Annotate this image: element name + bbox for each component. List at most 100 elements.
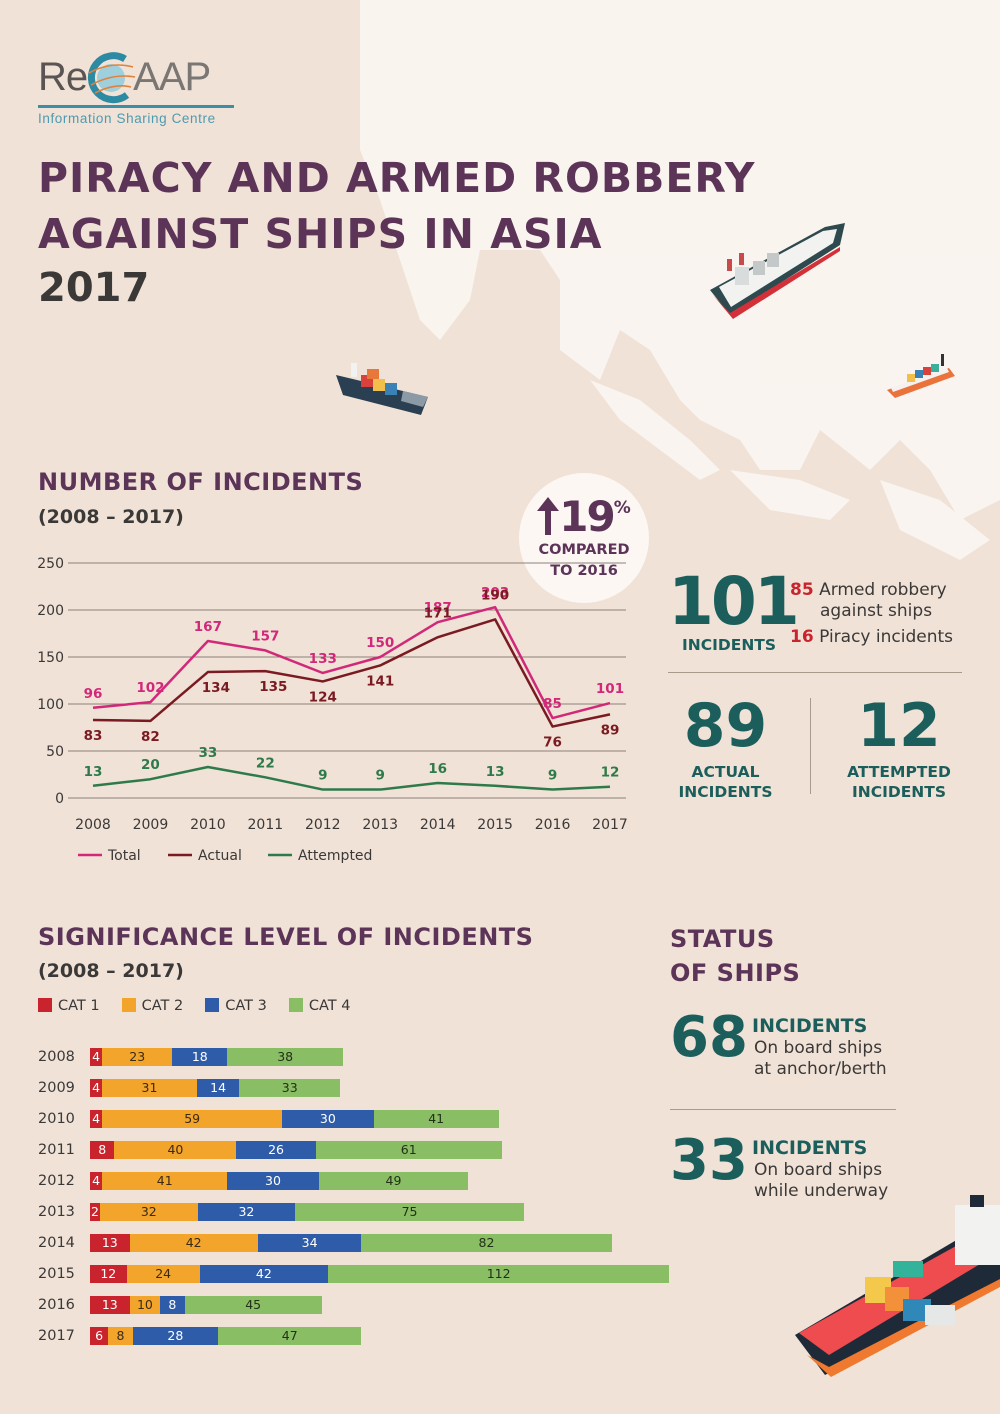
incidents-section-subtitle: (2008 – 2017) — [38, 506, 184, 528]
data-label: 9 — [376, 768, 385, 784]
bar-segment-cat-4: 47 — [218, 1327, 362, 1345]
data-label: 157 — [251, 628, 279, 644]
bar-segment-cat-4: 75 — [295, 1203, 524, 1221]
data-label: 102 — [136, 680, 164, 696]
bar-year-label: 2016 — [38, 1297, 75, 1313]
large-container-ship-icon — [795, 1195, 1000, 1377]
bar-segment-cat-4: 33 — [239, 1079, 341, 1097]
small-cargo-ship-icon — [887, 354, 955, 398]
legend-label: Attempted — [298, 848, 372, 864]
legend-label: CAT 1 — [58, 998, 100, 1014]
bar-segment-cat-1: 4 — [90, 1172, 103, 1190]
incidents-section-title: NUMBER OF INCIDENTS — [38, 468, 364, 496]
data-label: 89 — [601, 722, 620, 738]
data-label: 101 — [596, 681, 624, 697]
attempted-stat: 12 ATTEMPTED INCIDENTS — [835, 690, 963, 802]
bar-segment-cat-1: 13 — [90, 1234, 130, 1252]
bar-segment-cat-2: 41 — [102, 1172, 228, 1190]
underway-desc-1: On board ships — [754, 1160, 883, 1180]
data-label: 133 — [309, 651, 337, 667]
data-label: 203 — [481, 585, 509, 601]
title-line-2: AGAINST SHIPS IN ASIA — [38, 210, 603, 258]
data-label: 12 — [601, 765, 620, 781]
data-label: 141 — [366, 673, 394, 689]
bar-year-label: 2010 — [38, 1111, 75, 1127]
significance-section-title: SIGNIFICANCE LEVEL OF INCIDENTS — [38, 923, 534, 951]
bar-segment-cat-4: 49 — [318, 1172, 469, 1190]
logo-text-re: Re — [38, 55, 88, 99]
bar-row-2010: 2010 4 59 30 41 — [38, 1110, 499, 1128]
title-year: 2017 — [38, 265, 150, 311]
bar-segment-cat-3: 32 — [197, 1203, 296, 1221]
armed-robbery-value: 85 — [790, 580, 814, 600]
bar-segment-cat-2: 40 — [114, 1141, 237, 1159]
underway-incidents-label: INCIDENTS — [752, 1137, 868, 1159]
x-tick-label: 2015 — [477, 817, 513, 833]
underway-desc-2: while underway — [754, 1181, 889, 1201]
actual-label-1: ACTUAL — [691, 763, 760, 781]
piracy-stat: 16 Piracy incidents — [790, 627, 953, 648]
container-ship-icon — [336, 363, 428, 415]
actual-stat: 89 ACTUAL INCIDENTS — [668, 690, 783, 802]
bar-segment-cat-3: 26 — [236, 1141, 316, 1159]
data-label: 135 — [259, 679, 287, 695]
status-section-title: STATUS OF SHIPS — [670, 922, 800, 990]
bar-segment-cat-4: 45 — [184, 1296, 322, 1314]
bar-year-label: 2017 — [38, 1328, 75, 1344]
armed-robbery-label-2: against ships — [820, 601, 933, 621]
attempted-value: 12 — [857, 691, 941, 761]
x-tick-label: 2008 — [75, 817, 111, 833]
data-label: 16 — [428, 761, 447, 777]
bar-segment-cat-2: 31 — [102, 1079, 197, 1097]
bar-segment-cat-1: 4 — [90, 1110, 103, 1128]
bar-row-2015: 2015 12 24 42 112 — [38, 1265, 670, 1283]
status-title-line-2: OF SHIPS — [670, 959, 801, 987]
title-line-1: PIRACY AND ARMED ROBBERY — [38, 154, 756, 202]
x-tick-label: 2017 — [592, 817, 628, 833]
anchor-incidents-value: 68 — [670, 1005, 748, 1070]
change-badge: 19% COMPARED TO 2016 — [519, 473, 649, 603]
bar-segment-cat-2: 23 — [102, 1048, 173, 1066]
bar-row-2008: 2008 4 23 18 38 — [38, 1048, 344, 1066]
globe-icon — [87, 52, 136, 104]
bar-segment-cat-2: 42 — [129, 1234, 258, 1252]
attempted-line — [92, 765, 611, 791]
legend-item-cat-4: CAT 4 — [288, 998, 351, 1014]
legend-label: Actual — [198, 848, 242, 864]
legend-swatch — [121, 998, 136, 1012]
data-label: 76 — [543, 735, 562, 751]
bar-row-2014: 2014 13 42 34 82 — [38, 1234, 612, 1252]
anchor-incidents-text: INCIDENTS On board ships at anchor/berth — [752, 1014, 887, 1080]
badge-caption-2: TO 2016 — [550, 563, 618, 579]
bar-row-2017: 2017 6 8 28 47 — [38, 1327, 362, 1345]
logo-subtitle: Information Sharing Centre — [38, 111, 216, 126]
bar-row-2013: 2013 2 32 32 75 — [38, 1203, 524, 1221]
data-label: 22 — [256, 755, 275, 771]
bar-segment-cat-3: 34 — [257, 1234, 362, 1252]
data-label: 83 — [84, 728, 103, 744]
armed-robbery-stat: 85 Armed robbery against ships — [790, 580, 947, 622]
arrow-up-icon — [537, 497, 560, 535]
armed-robbery-label-1: Armed robbery — [819, 580, 947, 600]
badge-caption-1: COMPARED — [538, 542, 630, 558]
bar-segment-cat-1: 2 — [90, 1203, 100, 1221]
underway-incidents-text: INCIDENTS On board ships while underway — [752, 1136, 888, 1202]
data-label: 13 — [486, 764, 505, 780]
x-tick-label: 2010 — [190, 817, 226, 833]
tanker-ship-icon — [710, 223, 845, 319]
x-tick-label: 2014 — [420, 817, 456, 833]
bar-segment-cat-4: 61 — [315, 1141, 502, 1159]
status-title-line-1: STATUS — [670, 925, 775, 953]
piracy-label: Piracy incidents — [819, 627, 954, 647]
data-label: 20 — [141, 757, 160, 773]
logo-underline — [38, 105, 234, 108]
data-label: 134 — [202, 680, 230, 696]
data-label: 82 — [141, 729, 160, 745]
legend-label: CAT 3 — [225, 998, 267, 1014]
bar-year-label: 2015 — [38, 1266, 75, 1282]
bar-segment-cat-3: 8 — [160, 1296, 185, 1314]
data-label: 167 — [194, 619, 222, 635]
data-label: 171 — [424, 605, 452, 621]
actual-line — [92, 618, 611, 728]
legend-swatch — [288, 998, 303, 1012]
